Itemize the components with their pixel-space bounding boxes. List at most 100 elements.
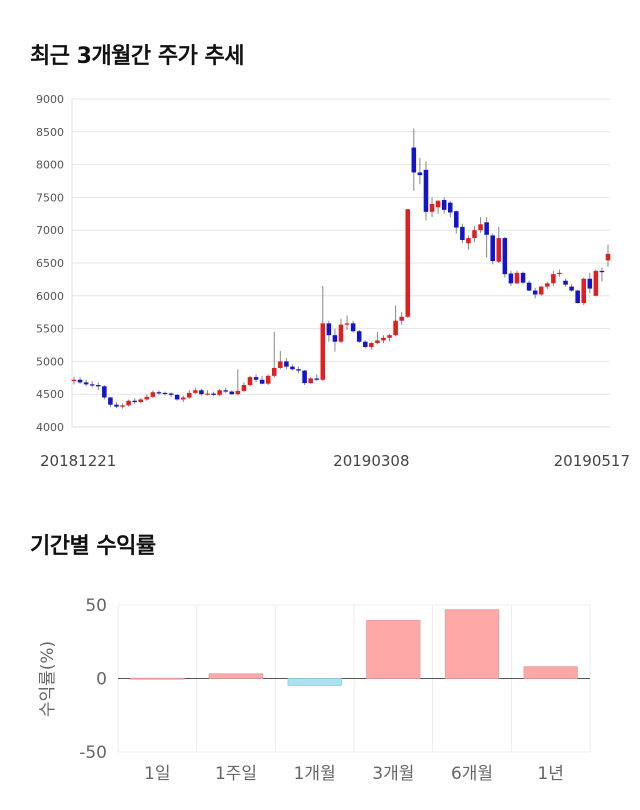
candle-body [144, 396, 150, 400]
candle-body [193, 390, 198, 393]
candle-body [150, 392, 156, 397]
candle-body [447, 202, 453, 213]
candle-body [587, 278, 593, 289]
price-y-tick-label: 9000 [36, 93, 64, 106]
candle-body [490, 235, 495, 262]
candle-body [290, 366, 295, 370]
candle-body [557, 272, 562, 275]
candle-body [241, 385, 247, 391]
returns-bar [523, 666, 578, 679]
candle-body [314, 378, 320, 380]
returns-category-label: 1일 [144, 764, 170, 784]
candle-body [411, 147, 417, 173]
returns-bar [444, 609, 500, 679]
candle-body [508, 273, 514, 284]
candle-body [320, 323, 326, 380]
candle-body [369, 343, 374, 347]
candle-body [338, 324, 344, 342]
price-x-tick-label: 20190308 [333, 452, 409, 470]
price-trend-title: 최근 3개월간 주가 추세 [30, 44, 244, 69]
candle-body [484, 222, 489, 235]
candle-body [211, 393, 216, 395]
candle-body [526, 282, 532, 291]
candle-body [423, 169, 429, 212]
candle-body [387, 335, 392, 338]
candle-body [599, 270, 605, 273]
candle-body [156, 392, 162, 394]
candle-body [563, 280, 568, 285]
candle-body [605, 253, 611, 261]
returns-bar [208, 673, 264, 679]
candle-body [187, 392, 192, 398]
candle-body [199, 390, 204, 395]
price-y-tick-label: 8000 [36, 159, 64, 172]
candle-body [332, 335, 338, 342]
returns-category-label: 3개월 [372, 764, 414, 784]
price-y-tick-label: 4500 [36, 388, 64, 401]
returns-category-label: 1년 [537, 764, 563, 784]
candle-body [235, 390, 241, 395]
candle-body [296, 369, 301, 371]
candle-body [356, 331, 362, 342]
candle-body [114, 404, 119, 407]
candle-body [253, 377, 259, 380]
candle-body [259, 379, 265, 384]
candle-body [302, 370, 307, 384]
candle-body [514, 272, 520, 284]
candle-body [284, 361, 289, 367]
price-y-tick-label: 4000 [36, 421, 64, 434]
candle-body [217, 390, 222, 395]
candle-body [229, 391, 235, 395]
candle-body [545, 283, 550, 287]
candle-body [89, 384, 95, 386]
candle-body [278, 361, 283, 368]
candle-body [393, 320, 398, 336]
candle-body [538, 286, 544, 295]
candle-body [502, 238, 508, 275]
candle-body [435, 200, 441, 208]
candle-body [551, 274, 556, 284]
candle-body [162, 392, 168, 395]
candle-body [71, 379, 77, 382]
candle-body [472, 230, 477, 239]
candle-body [247, 377, 253, 386]
returns-bar [366, 620, 421, 679]
candle-body [405, 209, 411, 317]
price-candlestick-chart: 4000 4500 5000 5500 6000 6500 7000 7500 8000 8500… [36, 93, 630, 470]
returns-category-label: 1주일 [215, 764, 257, 784]
candle-body [83, 382, 89, 385]
price-x-tick-label: 20181221 [40, 452, 116, 470]
candle-body [429, 203, 435, 212]
returns-y-axis-label: 수익률(%) [38, 641, 58, 717]
candle-body [575, 290, 580, 304]
candle-body [532, 290, 538, 295]
candle-body [95, 385, 101, 387]
candle-body [381, 337, 386, 341]
candle-body [496, 238, 502, 262]
candle-body [102, 386, 107, 398]
candle-body [520, 272, 526, 283]
price-y-tick-label: 6000 [36, 290, 64, 303]
candle-body [180, 397, 186, 400]
price-x-tick-label: 20190517 [554, 452, 630, 470]
candle-body [466, 238, 471, 244]
candle-body [326, 323, 332, 336]
returns-category-label: 6개월 [451, 764, 493, 784]
returns-bar [130, 677, 185, 680]
candle-body [454, 211, 459, 228]
candle-body [271, 367, 277, 376]
candle-body [362, 341, 368, 347]
candle-body [441, 200, 447, 210]
price-y-tick-label: 7500 [36, 191, 64, 204]
candle-body [344, 323, 350, 325]
candle-body [569, 286, 574, 291]
returns-y-tick-label: 50 [85, 596, 107, 616]
candle-body [350, 323, 356, 332]
candle-body [205, 393, 210, 395]
candle-body [77, 379, 83, 383]
candle-body [417, 172, 423, 176]
candle-body [168, 393, 174, 395]
candle-body [308, 378, 313, 384]
price-y-tick-label: 5500 [36, 323, 64, 336]
